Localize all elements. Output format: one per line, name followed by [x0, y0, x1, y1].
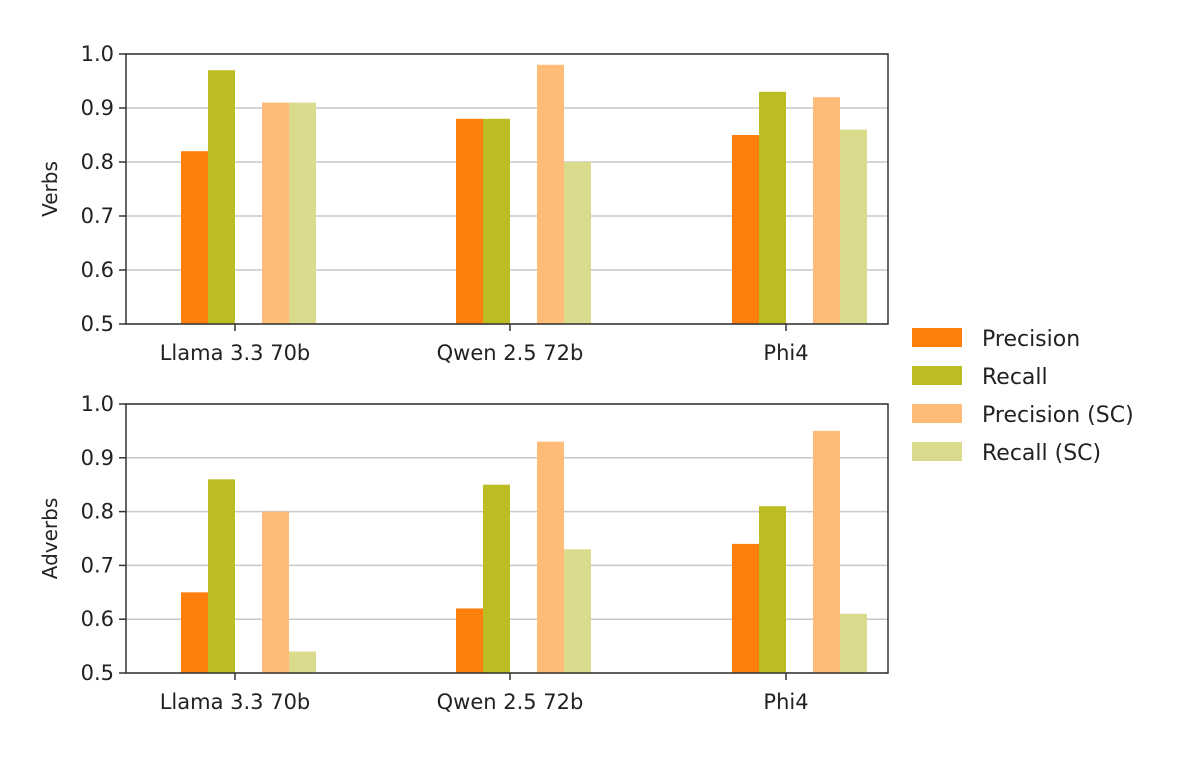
bar: [262, 102, 289, 324]
y-axis-label: Adverbs: [38, 498, 62, 580]
bar: [759, 91, 786, 324]
bar: [456, 118, 483, 324]
legend-label: Precision: [982, 327, 1080, 352]
bar: [564, 549, 591, 673]
panel-verbs: 0.5 0.6 0.7 0.8 0.9 1.0 Llama 3.3 70b Qwen 2.5 …: [38, 42, 889, 365]
bar: [537, 64, 564, 325]
y-tick-label: 0.9: [81, 446, 114, 470]
bar: [208, 479, 235, 673]
x-tick-label: Phi4: [763, 341, 808, 365]
bar: [289, 651, 316, 673]
plot-frame: [125, 53, 889, 325]
x-tick-label: Qwen 2.5 72b: [437, 690, 584, 714]
x-tick-label: Llama 3.3 70b: [160, 341, 311, 365]
legend-label: Recall (SC): [982, 441, 1101, 466]
bar: [840, 129, 867, 324]
bar: [759, 506, 786, 673]
legend-label: Precision (SC): [982, 403, 1134, 428]
bar: [289, 102, 316, 324]
bar: [564, 162, 591, 324]
bar: [732, 135, 759, 324]
bar: [813, 97, 840, 324]
legend-swatch: [912, 366, 962, 385]
bar: [208, 70, 235, 324]
bar: [537, 441, 564, 673]
bar: [262, 511, 289, 673]
y-tick-label: 0.8: [81, 150, 114, 174]
y-tick-label: 0.5: [81, 661, 114, 685]
plot-frame: [125, 403, 889, 674]
panel-adverbs: 0.5 0.6 0.7 0.8 0.9 1.0 Llama 3.3 70b Qwen 2.5 …: [38, 392, 889, 714]
bar: [456, 608, 483, 673]
y-tick-label: 1.0: [81, 392, 114, 416]
bar: [181, 592, 208, 673]
y-tick-label: 1.0: [81, 42, 114, 66]
bar: [732, 543, 759, 673]
bar: [483, 484, 510, 673]
y-tick-label: 0.7: [81, 204, 114, 228]
bar: [181, 151, 208, 324]
legend-swatch: [912, 442, 962, 461]
x-tick-label: Qwen 2.5 72b: [437, 341, 584, 365]
legend-swatch: [912, 328, 962, 347]
y-tick-label: 0.6: [81, 607, 114, 631]
y-tick-label: 0.7: [81, 553, 114, 577]
x-tick-label: Phi4: [763, 690, 808, 714]
y-tick-label: 0.6: [81, 258, 114, 282]
x-tick-label: Llama 3.3 70b: [160, 690, 311, 714]
y-tick-label: 0.8: [81, 500, 114, 524]
bar: [483, 118, 510, 324]
y-tick-label: 0.5: [81, 312, 114, 336]
y-axis-label: Verbs: [38, 161, 62, 217]
legend: Precision Recall Precision (SC) Recall (SC): [912, 327, 1134, 466]
bar: [813, 430, 840, 673]
legend-swatch: [912, 404, 962, 423]
bar: [840, 613, 867, 673]
legend-label: Recall: [982, 365, 1048, 390]
y-tick-label: 0.9: [81, 96, 114, 120]
